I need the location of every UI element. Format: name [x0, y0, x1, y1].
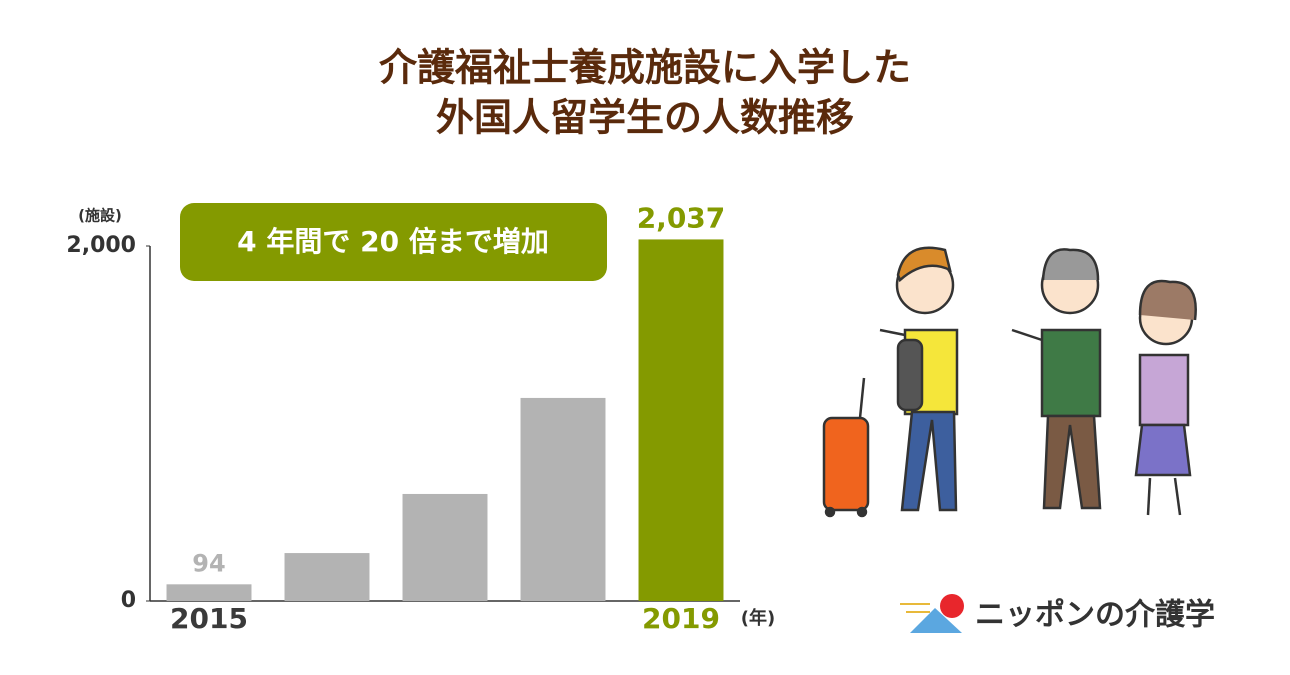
- chart-title: 外国人留学生の人数推移: [436, 96, 854, 140]
- value-label: 2,037: [637, 201, 726, 234]
- y-tick-label: 0: [121, 588, 136, 613]
- annotation-box: [180, 203, 607, 281]
- chart-title: 介護福祉士養成施設に入学した: [379, 46, 911, 90]
- brand: ニッポンの介護学: [975, 598, 1215, 633]
- bar: [520, 397, 606, 601]
- bar: [638, 239, 724, 601]
- x-tick-label: 2015: [170, 602, 248, 635]
- brand-icon: [900, 594, 964, 633]
- x-tick-label: 2019: [642, 602, 720, 635]
- y-unit: (施設): [78, 207, 122, 225]
- value-label: 94: [192, 549, 225, 577]
- bar: [284, 553, 370, 601]
- y-tick-label: 2,000: [66, 233, 136, 258]
- illustration: [822, 246, 1197, 518]
- bar: [166, 584, 252, 601]
- x-unit: (年): [741, 607, 775, 629]
- bar: [402, 493, 488, 601]
- annotation: 4 年間で 20 倍まで増加: [237, 225, 549, 258]
